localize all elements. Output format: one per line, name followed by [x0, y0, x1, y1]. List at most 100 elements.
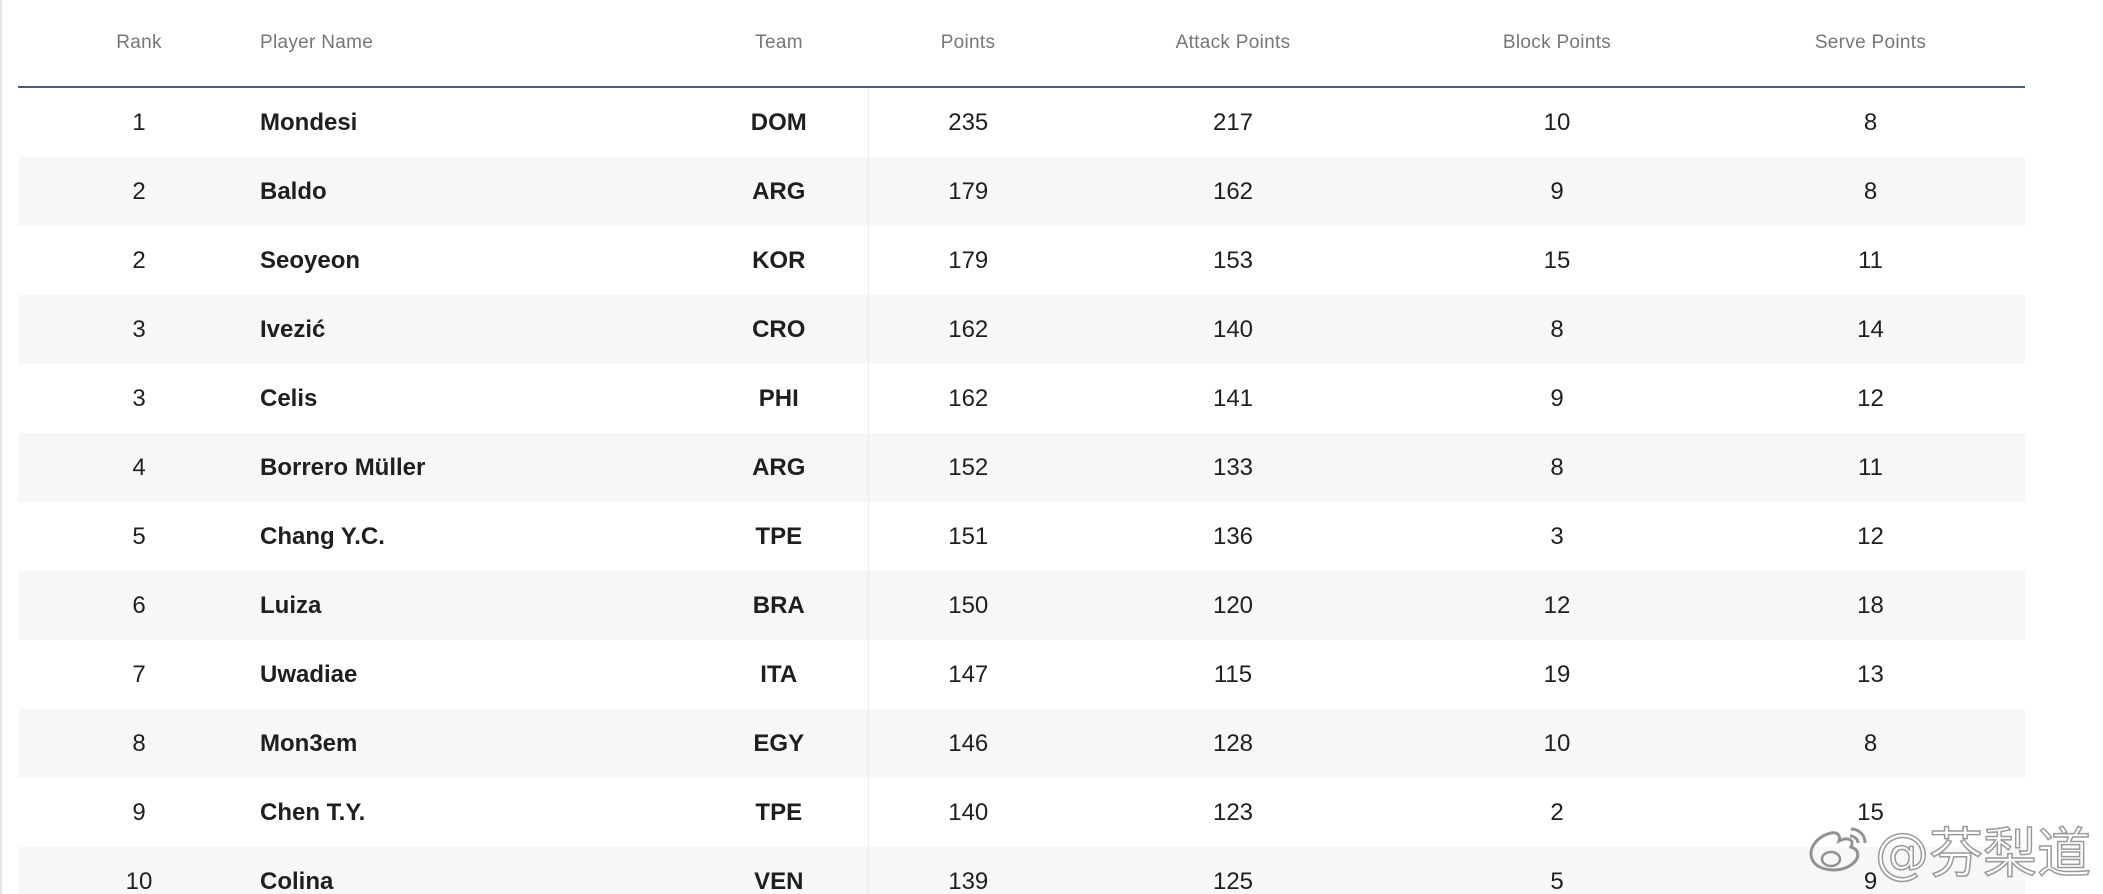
cell-points: 152: [868, 433, 1068, 502]
cell-attack-points: 162: [1068, 157, 1398, 226]
cell-player-name: Luiza: [260, 571, 690, 640]
cell-rank: 7: [132, 660, 146, 688]
cell-attack-points: 141: [1212, 384, 1254, 412]
cell-serve-points: 11: [1716, 433, 2025, 502]
cell-attack-points: 123: [1212, 798, 1254, 826]
cell-player-name: Mon3em: [260, 709, 690, 778]
cell-attack-points: 125: [1068, 847, 1398, 894]
cell-points: 151: [948, 522, 989, 550]
cell-block-points: 5: [1398, 847, 1716, 894]
cell-serve-points: 8: [1863, 108, 1878, 136]
table-row[interactable]: 5 Chang Y.C. TPE 151 136 3 12: [18, 502, 2025, 571]
cell-points: 179: [868, 157, 1068, 226]
column-header-block-points[interactable]: Block Points: [1398, 0, 1716, 88]
column-header-rank[interactable]: Rank: [18, 0, 260, 88]
column-header-player-name[interactable]: Player Name: [260, 0, 690, 88]
cell-team: VEN: [690, 847, 869, 894]
cell-player-name: Baldo: [260, 157, 690, 226]
cell-block-points: 8: [1398, 433, 1716, 502]
cell-team: KOR: [690, 226, 869, 295]
cell-team: PHI: [690, 364, 869, 433]
cell-rank: 2: [18, 157, 260, 226]
cell-player-name: Chen T.Y.: [260, 798, 366, 826]
cell-serve-points: 9: [1716, 847, 2025, 894]
cell-rank: 3: [18, 295, 260, 364]
table-body: 1 Mondesi DOM 235 217 10 8 2 Baldo ARG 179 162 9 8 2 Se…: [18, 87, 2025, 894]
cell-points: 235: [948, 108, 989, 136]
cell-attack-points: 133: [1068, 433, 1398, 502]
table-row[interactable]: 2 Baldo ARG 179 162 9 8: [18, 157, 2025, 226]
cell-points: 139: [868, 847, 1068, 894]
table-row[interactable]: 2 Seoyeon KOR 179 153 15 11: [18, 226, 2025, 295]
cell-team: ITA: [690, 640, 869, 709]
cell-attack-points: 217: [1212, 108, 1254, 136]
cell-rank: 6: [18, 571, 260, 640]
cell-rank: 3: [132, 384, 146, 412]
table-row[interactable]: 3 Ivezić CRO 162 140 8 14: [18, 295, 2025, 364]
cell-team: ARG: [690, 433, 869, 502]
cell-rank: 5: [132, 522, 146, 550]
cell-rank: 4: [18, 433, 260, 502]
cell-player-name: Colina: [260, 847, 690, 894]
cell-block-points: 3: [1550, 522, 1564, 550]
cell-points: 162: [868, 295, 1068, 364]
cell-rank: 1: [132, 108, 146, 136]
cell-player-name: Seoyeon: [260, 246, 361, 274]
cell-rank: 2: [132, 246, 146, 274]
cell-serve-points: 12: [1857, 522, 1884, 550]
cell-player-name: Mondesi: [260, 108, 358, 136]
cell-attack-points: 140: [1068, 295, 1398, 364]
table-header: Rank Player Name Team Points Attack Poin…: [18, 0, 2025, 88]
cell-serve-points: 14: [1716, 295, 2025, 364]
cell-serve-points: 12: [1857, 384, 1884, 412]
cell-player-name: Borrero Müller: [260, 433, 690, 502]
stats-table-container: Rank Player Name Team Points Attack Poin…: [18, 0, 2025, 894]
table-row[interactable]: 10 Colina VEN 139 125 5 9: [18, 847, 2025, 894]
cell-points: 179: [948, 246, 989, 274]
cell-attack-points: 153: [1212, 246, 1254, 274]
cell-block-points: 2: [1550, 798, 1564, 826]
cell-rank: 10: [18, 847, 260, 894]
cell-serve-points: 18: [1716, 571, 2025, 640]
cell-block-points: 9: [1398, 157, 1716, 226]
cell-rank: 8: [18, 709, 260, 778]
table-row[interactable]: 8 Mon3em EGY 146 128 10 8: [18, 709, 2025, 778]
cell-player-name: Uwadiae: [260, 660, 358, 688]
cell-attack-points: 120: [1068, 571, 1398, 640]
cell-points: 146: [868, 709, 1068, 778]
table-row[interactable]: 9 Chen T.Y. TPE 140 123 2 15: [18, 778, 2025, 847]
header-row: Rank Player Name Team Points Attack Poin…: [18, 0, 2025, 88]
table-row[interactable]: 7 Uwadiae ITA 147 115 19 13: [18, 640, 2025, 709]
cell-serve-points: 15: [1857, 798, 1884, 826]
cell-team: CRO: [690, 295, 869, 364]
cell-player-name: Chang Y.C.: [260, 522, 385, 550]
table-row[interactable]: 6 Luiza BRA 150 120 12 18: [18, 571, 2025, 640]
cell-attack-points: 136: [1212, 522, 1254, 550]
cell-block-points: 15: [1543, 246, 1571, 274]
cell-serve-points: 11: [1858, 246, 1883, 274]
cell-team: TPE: [690, 778, 869, 847]
cell-block-points: 12: [1398, 571, 1716, 640]
table-row[interactable]: 3 Celis PHI 162 141 9 12: [18, 364, 2025, 433]
cell-block-points: 19: [1543, 660, 1571, 688]
column-header-serve-points[interactable]: Serve Points: [1716, 0, 2025, 88]
cell-serve-points: 8: [1716, 157, 2025, 226]
cell-points: 147: [948, 660, 989, 688]
cell-serve-points: 8: [1716, 709, 2025, 778]
cell-block-points: 10: [1543, 108, 1571, 136]
table-row[interactable]: 1 Mondesi DOM 235 217 10 8: [18, 87, 2025, 157]
cell-team: BRA: [690, 571, 869, 640]
column-header-attack-points[interactable]: Attack Points: [1068, 0, 1398, 88]
cell-block-points: 9: [1550, 384, 1564, 412]
cell-player-name: Ivezić: [260, 295, 690, 364]
left-border: [0, 0, 2, 894]
table-row[interactable]: 4 Borrero Müller ARG 152 133 8 11: [18, 433, 2025, 502]
cell-block-points: 10: [1398, 709, 1716, 778]
cell-points: 140: [948, 798, 989, 826]
cell-team: TPE: [690, 502, 869, 571]
column-header-team[interactable]: Team: [690, 0, 868, 88]
column-header-points[interactable]: Points: [868, 0, 1068, 88]
cell-block-points: 8: [1398, 295, 1716, 364]
cell-points: 162: [948, 384, 989, 412]
